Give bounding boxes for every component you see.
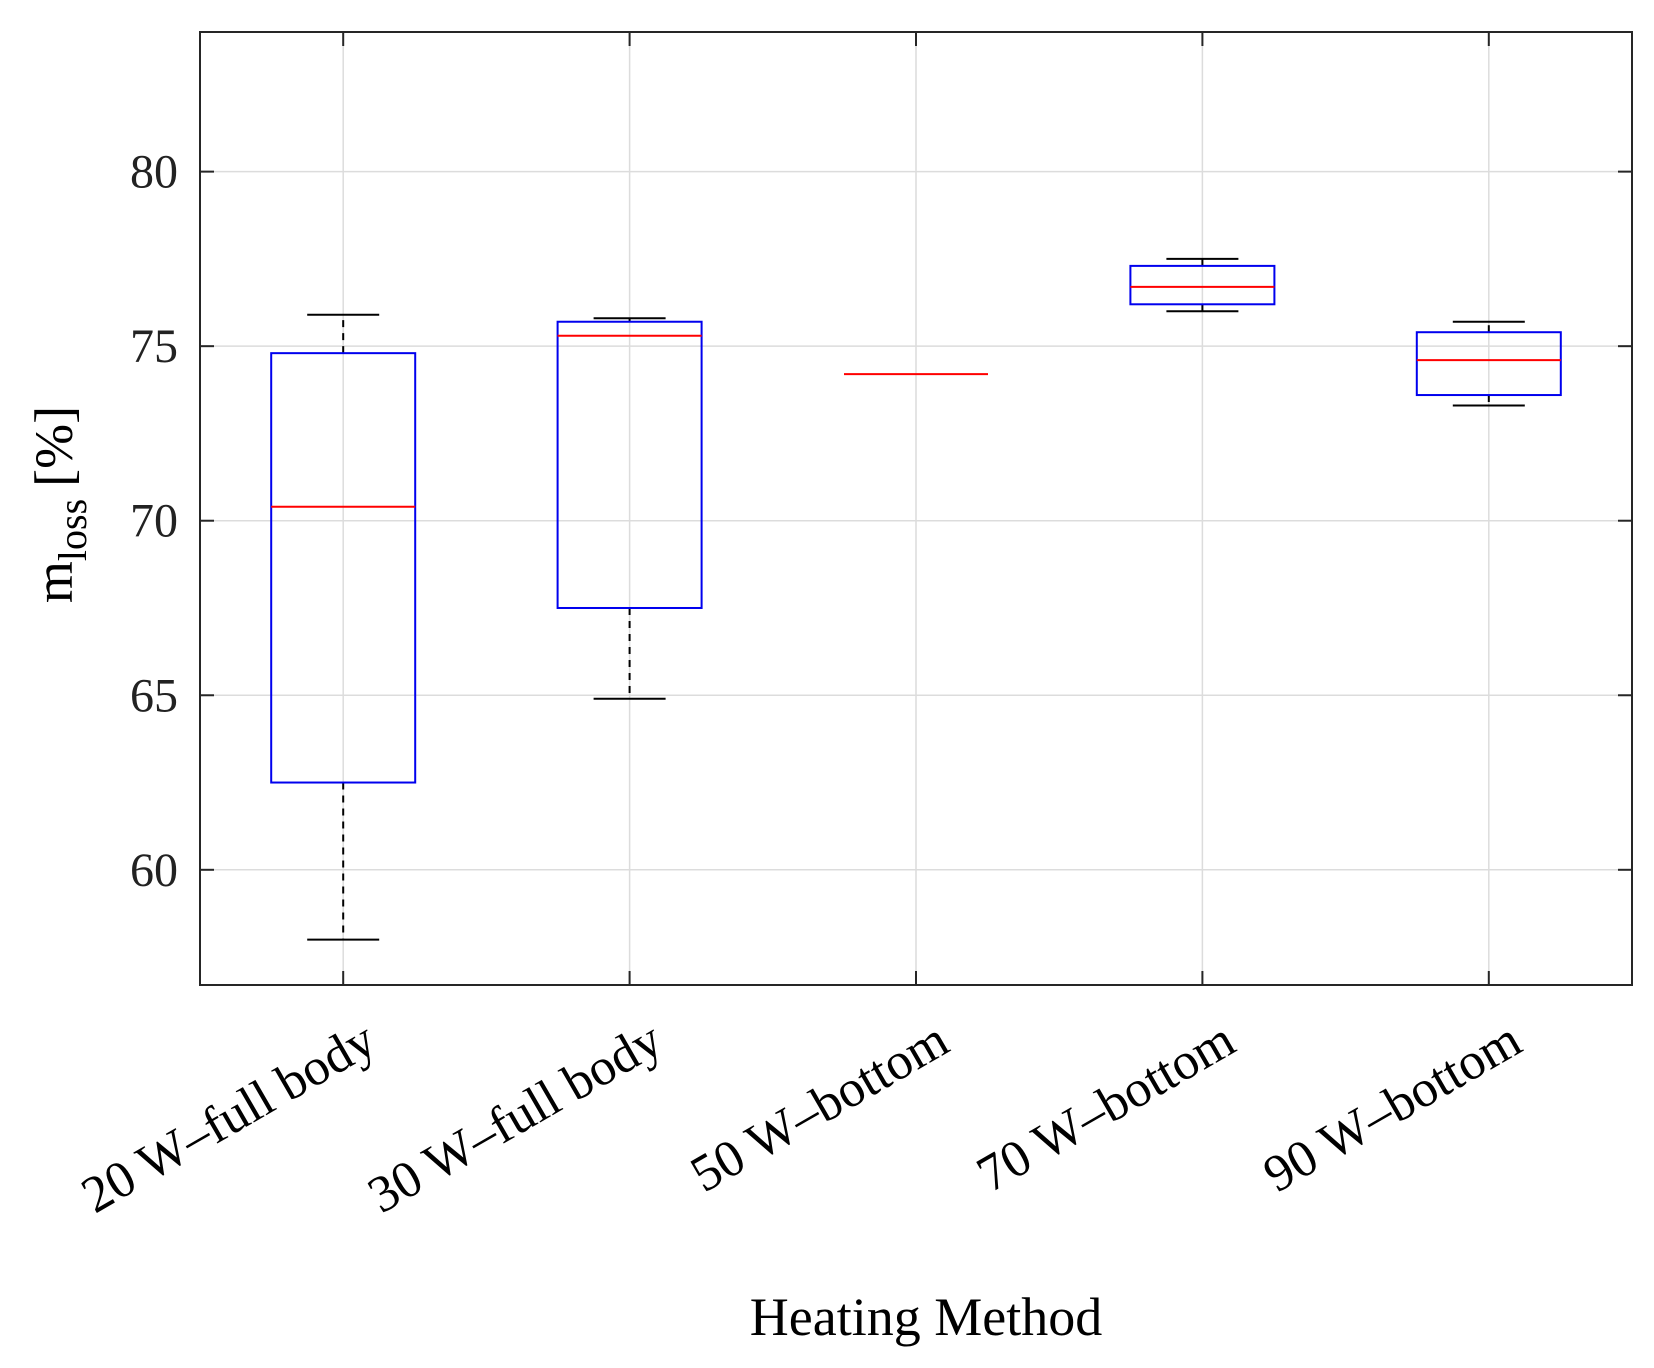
y-axis-title-unit: [%] xyxy=(24,406,84,487)
grid-lines xyxy=(200,32,1632,985)
x-axis-title: Heating Method xyxy=(750,1287,1102,1347)
box-group xyxy=(1415,320,1562,407)
box-group xyxy=(270,313,417,941)
y-tick-label: 65 xyxy=(130,669,178,722)
y-tick-label: 70 xyxy=(130,495,178,548)
box-iqr xyxy=(1129,264,1276,306)
y-tick-label: 80 xyxy=(130,146,178,199)
box-group xyxy=(556,317,703,700)
box-iqr xyxy=(1415,331,1562,397)
y-axis-title-subscript: loss xyxy=(50,499,95,561)
box-iqr xyxy=(270,352,417,784)
y-tick-label: 60 xyxy=(130,844,178,897)
y-tick-label: 75 xyxy=(130,320,178,373)
box-series xyxy=(270,257,1562,941)
box-group xyxy=(1129,257,1276,313)
axis-ticks xyxy=(200,32,1632,985)
box-iqr xyxy=(556,320,703,609)
y-axis-title-main: m xyxy=(24,561,84,603)
y-axis-title: mloss [%] xyxy=(24,406,95,603)
